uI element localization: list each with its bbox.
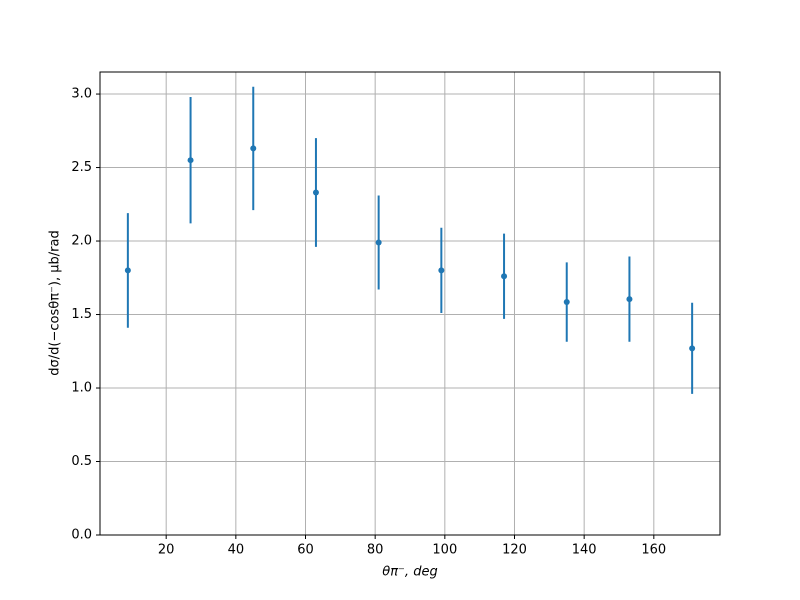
y-tick-label: 2.0 — [71, 234, 92, 249]
y-tick-label: 3.0 — [71, 87, 92, 102]
data-point — [626, 296, 633, 303]
data-point — [187, 157, 194, 164]
x-tick-label: 60 — [297, 543, 314, 558]
y-tick-label: 0.0 — [71, 528, 92, 543]
data-point — [689, 345, 696, 352]
x-tick-label: 20 — [158, 543, 175, 558]
data-point — [312, 189, 319, 196]
y-tick-label: 1.5 — [71, 307, 92, 322]
data-point — [438, 267, 445, 274]
data-point — [563, 299, 570, 306]
x-axis-label: θπ⁻, deg — [382, 565, 437, 580]
data-point — [375, 239, 382, 246]
data-point — [250, 145, 257, 152]
plot-frame — [99, 71, 721, 536]
x-tick-label: 40 — [228, 543, 245, 558]
data-point — [124, 267, 131, 274]
y-tick-label: 0.5 — [71, 454, 92, 469]
x-tick-label: 80 — [367, 543, 384, 558]
y-axis-label: dσ/d(−cosθπ⁻), μb/rad — [48, 230, 63, 375]
x-tick-label: 100 — [432, 543, 457, 558]
x-tick-label: 140 — [572, 543, 597, 558]
y-tick-label: 2.5 — [71, 160, 92, 175]
x-tick-label: 160 — [641, 543, 666, 558]
y-tick-label: 1.0 — [71, 381, 92, 396]
data-point — [501, 273, 508, 280]
x-tick-label: 120 — [502, 543, 527, 558]
